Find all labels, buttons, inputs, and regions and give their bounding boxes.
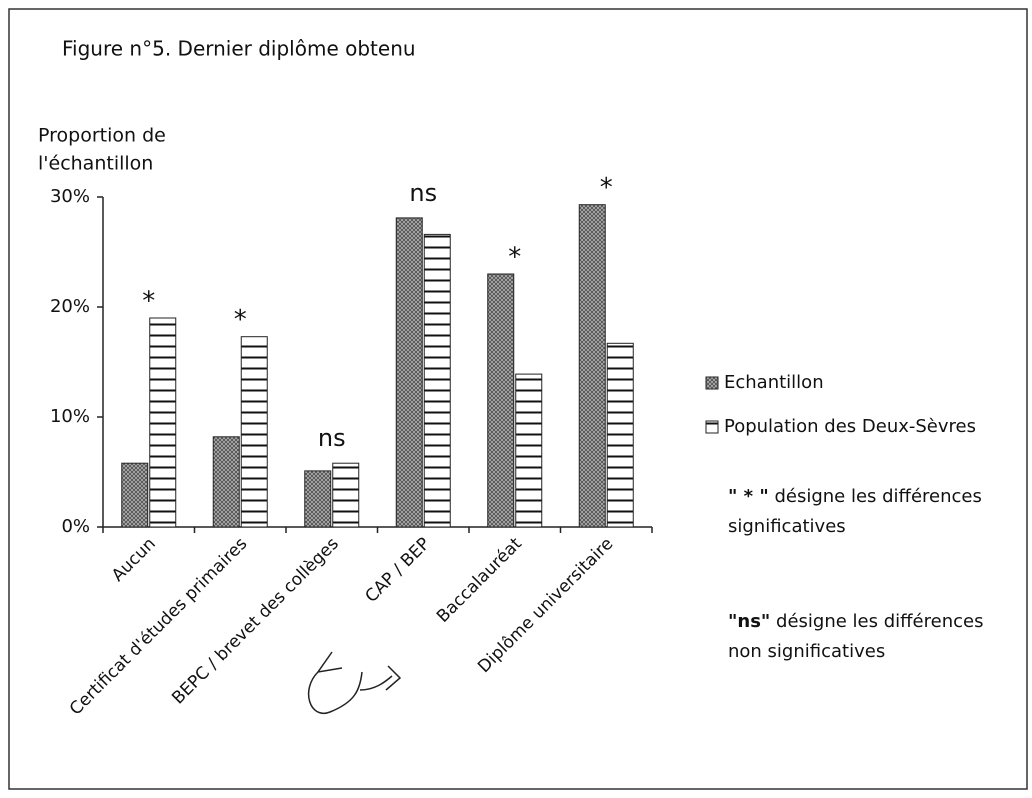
note: significatives bbox=[728, 516, 846, 537]
annotation: ns bbox=[409, 179, 437, 207]
note: "ns" désigne les différences bbox=[728, 611, 983, 632]
annotation: * bbox=[600, 173, 613, 203]
legend-label: Echantillon bbox=[724, 372, 824, 393]
x-tick-label: Aucun bbox=[108, 534, 160, 586]
x-tick-label: Certificat d'études primaires bbox=[66, 534, 252, 720]
x-tick-label: BEPC / brevet des collèges bbox=[168, 534, 343, 709]
y-tick-label: 0% bbox=[61, 516, 90, 537]
y-tick-label: 20% bbox=[50, 296, 90, 317]
y-axis-label: Proportion de bbox=[38, 125, 166, 147]
bar bbox=[578, 204, 606, 528]
frame bbox=[8, 8, 1028, 790]
x-tick-label: CAP / BEP bbox=[362, 534, 435, 607]
note: non significatives bbox=[728, 641, 885, 662]
bar bbox=[304, 470, 332, 528]
note-text: désigne les différences bbox=[774, 486, 981, 507]
y-tick-label: 10% bbox=[50, 406, 90, 427]
chart-title: Figure n°5. Dernier diplôme obtenu bbox=[62, 37, 416, 61]
bar bbox=[212, 436, 240, 528]
y-axis-label: l'échantillon bbox=[38, 153, 153, 175]
note-key: " * " bbox=[728, 486, 769, 507]
bar bbox=[395, 217, 423, 528]
legend-swatch bbox=[705, 420, 719, 434]
annotation: * bbox=[142, 287, 155, 317]
annotation: ns bbox=[318, 424, 346, 452]
annotation: * bbox=[234, 305, 247, 335]
bar bbox=[121, 462, 149, 528]
bar bbox=[423, 233, 451, 528]
bar bbox=[240, 336, 268, 528]
bar bbox=[606, 342, 634, 528]
bar bbox=[332, 462, 360, 528]
bar bbox=[149, 317, 177, 528]
legend-label: Population des Deux-Sèvres bbox=[724, 416, 976, 437]
bar bbox=[515, 373, 543, 528]
bar bbox=[487, 273, 515, 528]
y-tick-label: 30% bbox=[50, 186, 90, 207]
x-tick-label: Baccalauréat bbox=[433, 534, 526, 627]
legend-swatch bbox=[705, 376, 719, 390]
note-text: désigne les différences bbox=[776, 611, 983, 632]
note-key: "ns" bbox=[728, 611, 770, 632]
annotation: * bbox=[508, 243, 521, 273]
hand-drawn-arrow bbox=[307, 651, 402, 715]
note: " * " désigne les différences bbox=[728, 486, 982, 507]
